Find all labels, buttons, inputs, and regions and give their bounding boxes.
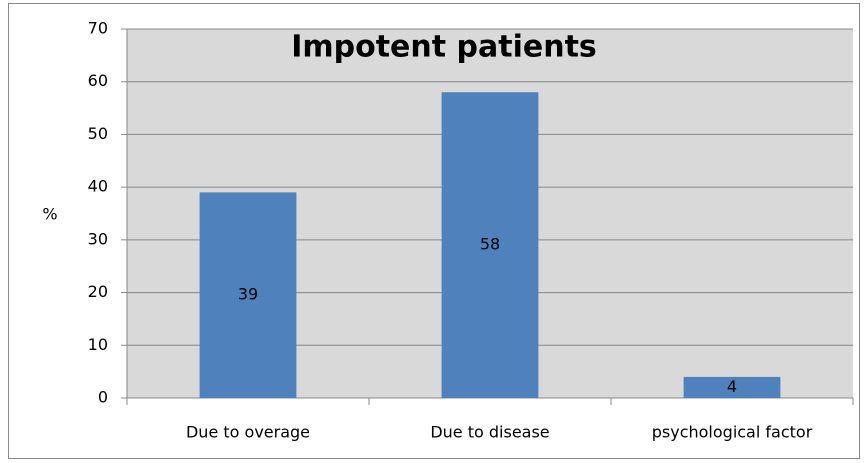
y-tick-label: 0: [98, 388, 108, 407]
y-tick-label: 60: [88, 71, 108, 90]
data-label: 39: [238, 285, 258, 304]
bar: [441, 92, 539, 398]
bar: [199, 192, 297, 398]
chart-title: Impotent patients: [291, 30, 597, 65]
y-tick-label: 50: [88, 124, 108, 143]
y-tick-label: 20: [88, 282, 108, 301]
y-tick-label: 30: [88, 229, 108, 248]
x-tick-label: psychological factor: [652, 423, 813, 442]
x-tick-label: Due to disease: [430, 423, 549, 442]
y-axis-label: %: [42, 205, 57, 224]
y-tick-label: 40: [88, 177, 108, 196]
data-label: 58: [480, 235, 500, 254]
data-label: 4: [727, 377, 737, 396]
y-tick-label: 10: [88, 335, 108, 354]
x-tick-label: Due to overage: [186, 423, 310, 442]
bar: [683, 376, 781, 398]
y-tick-label: 70: [88, 19, 108, 38]
